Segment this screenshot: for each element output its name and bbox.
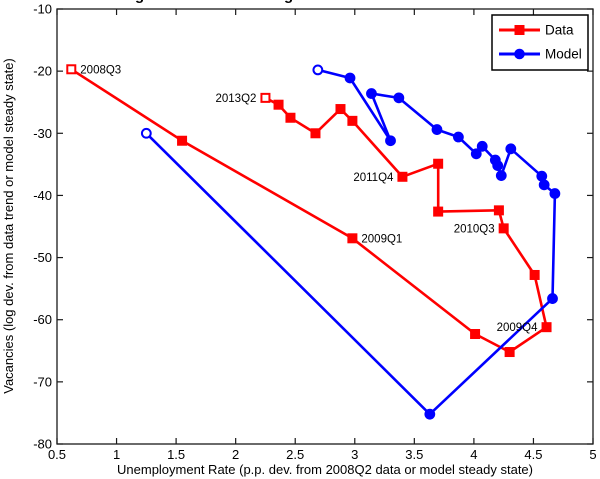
model-series-marker xyxy=(549,188,561,199)
x-tick-label: 3 xyxy=(351,447,358,462)
quarter-annotation: 2010Q3 xyxy=(454,223,495,235)
data-series-marker xyxy=(335,104,346,115)
x-tick-label: 4 xyxy=(470,447,477,462)
x-axis-label: Unemployment Rate (p.p. dev. from 2008Q2… xyxy=(117,462,533,477)
data-series-marker xyxy=(504,347,515,358)
data-series-marker xyxy=(347,233,358,244)
plot-border xyxy=(56,8,594,445)
model-series-marker xyxy=(505,143,517,155)
quarter-annotation: 2009Q4 xyxy=(497,322,539,334)
model-series-marker xyxy=(366,88,377,99)
data-series-marker xyxy=(433,158,444,169)
model-series-marker xyxy=(547,293,558,304)
x-tick-label: 1 xyxy=(113,447,120,462)
data-series-marker xyxy=(498,223,509,234)
x-tick-label: 4.5 xyxy=(524,447,542,462)
legend-item-marker xyxy=(514,48,525,60)
data-series-marker xyxy=(529,269,540,280)
quarter-annotation: 2008Q3 xyxy=(80,64,121,76)
quarter-annotation: 2011Q4 xyxy=(353,172,394,184)
model-series-marker xyxy=(476,140,488,152)
data-series-marker xyxy=(541,322,552,333)
data-series-marker xyxy=(433,206,444,217)
model-series-marker xyxy=(431,124,443,135)
legend-item-label: Data xyxy=(545,23,574,38)
data-series-marker xyxy=(397,171,408,182)
data-series-marker xyxy=(260,92,271,103)
model-series-marker xyxy=(140,127,152,139)
x-tick-label: 5 xyxy=(589,447,596,462)
x-tick-label: 1.5 xyxy=(167,447,185,462)
data-series-marker xyxy=(310,128,321,139)
y-tick-label: -70 xyxy=(33,374,52,389)
clipped-title-glyph: g xyxy=(135,0,144,4)
data-series-marker xyxy=(177,135,188,146)
quarter-annotation: 2009Q1 xyxy=(361,233,402,245)
quarter-annotation: 2013Q2 xyxy=(216,93,257,105)
model-series-marker xyxy=(385,135,396,147)
y-tick-label: -50 xyxy=(33,250,52,265)
legend-item-label: Model xyxy=(545,47,582,62)
model-series-marker xyxy=(536,170,548,182)
y-tick-label: -30 xyxy=(33,126,52,141)
legend-box xyxy=(491,14,589,71)
data-series-marker xyxy=(285,112,296,123)
model-series-marker xyxy=(312,64,324,76)
legend-item-marker xyxy=(514,25,525,35)
y-tick-label: -80 xyxy=(33,437,52,452)
model-series-marker xyxy=(495,170,507,181)
model-series-marker xyxy=(393,92,405,104)
clipped-title-glyph: g xyxy=(284,0,293,4)
data-series-marker xyxy=(493,205,504,216)
y-tick-label: -40 xyxy=(33,188,52,203)
x-tick-label: 3.5 xyxy=(405,447,423,462)
data-series-marker xyxy=(347,115,358,126)
data-series-marker xyxy=(273,99,284,110)
data-series-marker xyxy=(470,329,481,340)
y-tick-label: -10 xyxy=(33,2,52,17)
model-series-marker xyxy=(424,408,436,420)
data-series-marker xyxy=(66,64,77,75)
y-tick-label: -60 xyxy=(33,312,52,327)
model-series-marker xyxy=(344,72,356,84)
model-series-marker xyxy=(489,154,501,166)
y-axis-label: Vacancies (log dev. from data trend or m… xyxy=(1,58,16,394)
model-series-marker xyxy=(470,148,482,160)
x-tick-label: 2 xyxy=(232,447,239,462)
data-series-line xyxy=(70,68,548,354)
y-tick-label: -20 xyxy=(33,64,52,79)
model-series-marker xyxy=(538,179,550,191)
x-tick-label: 0.5 xyxy=(48,447,66,462)
x-tick-label: 2.5 xyxy=(286,447,304,462)
model-series-marker xyxy=(453,131,464,143)
